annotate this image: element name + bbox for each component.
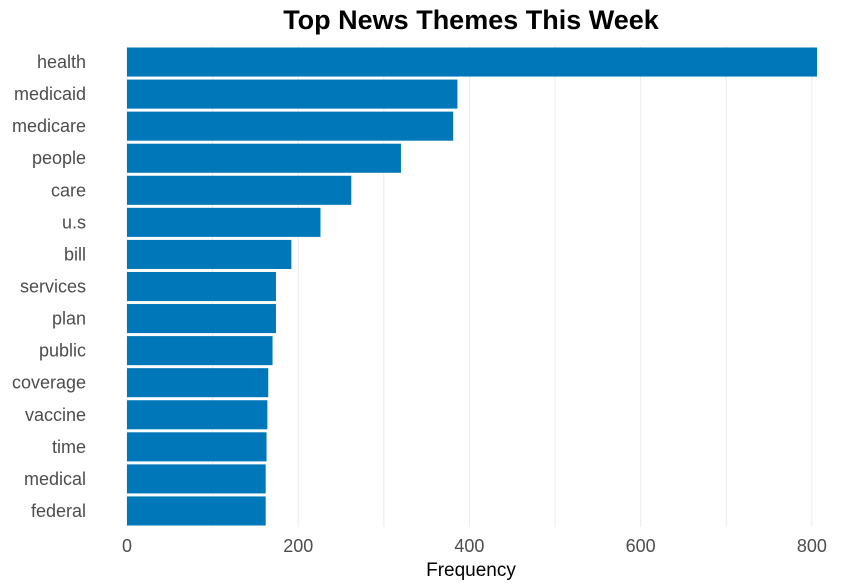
category-label: medicaid: [14, 84, 86, 104]
bar-federal: [127, 496, 266, 526]
bar-coverage: [127, 368, 269, 398]
bar-vaccine: [127, 400, 268, 430]
category-label: coverage: [12, 373, 86, 393]
x-tick-labels: 0 200 400 600 800: [122, 536, 827, 556]
category-labels: health medicaid medicare people care u.s bill s…: [12, 52, 86, 521]
category-label: care: [51, 180, 86, 200]
category-label: public: [39, 341, 86, 361]
category-label: health: [37, 52, 86, 72]
bar-health: [127, 47, 817, 77]
bar-public: [127, 336, 273, 366]
category-label: people: [32, 148, 86, 168]
bar-services: [127, 271, 276, 302]
bar-u-s: [127, 207, 321, 237]
x-axis-title: Frequency: [426, 560, 516, 581]
bar-medicare: [127, 111, 454, 141]
bar-bill: [127, 239, 292, 269]
bar-medical: [127, 464, 266, 494]
x-tick-label: 0: [122, 536, 132, 556]
bars: [127, 47, 817, 526]
category-label: plan: [52, 309, 86, 329]
category-label: bill: [64, 244, 86, 264]
category-label: federal: [31, 501, 86, 521]
x-tick-label: 600: [626, 536, 656, 556]
category-label: u.s: [62, 212, 86, 232]
category-label: medical: [24, 469, 86, 489]
x-tick-label: 200: [283, 536, 313, 556]
category-label: vaccine: [25, 405, 86, 425]
bar-people: [127, 143, 401, 173]
chart-title: Top News Themes This Week: [283, 5, 660, 35]
bar-care: [127, 175, 352, 205]
category-label: services: [20, 277, 86, 297]
bar-medicaid: [127, 79, 458, 109]
category-label: time: [52, 437, 86, 457]
x-tick-label: 400: [454, 536, 484, 556]
bar-time: [127, 432, 267, 462]
x-tick-label: 800: [797, 536, 827, 556]
category-label: medicare: [12, 116, 86, 136]
bar-plan: [127, 304, 276, 334]
